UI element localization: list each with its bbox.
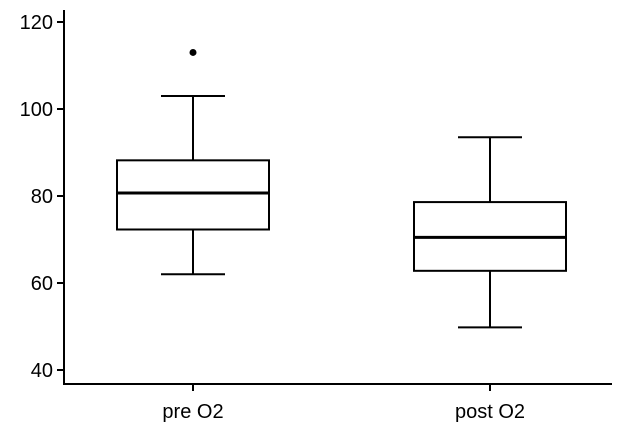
y-tick-label: 100 [20,99,53,121]
box-pre-o2 [116,48,270,276]
y-tick-label: 80 [31,186,53,208]
x-category-label: post O2 [455,401,525,423]
y-tick-label: 60 [31,273,53,295]
boxes [116,48,567,329]
y-tick-label: 120 [20,12,53,34]
outlier-point [189,48,197,56]
x-axis: pre O2 post O2 [63,383,612,423]
x-category-label: pre O2 [162,401,223,423]
iqr-box [116,159,270,231]
y-tick-label: 40 [31,360,53,382]
box-post-o2 [413,136,567,329]
y-axis: 40 60 80 100 120 [20,10,65,384]
